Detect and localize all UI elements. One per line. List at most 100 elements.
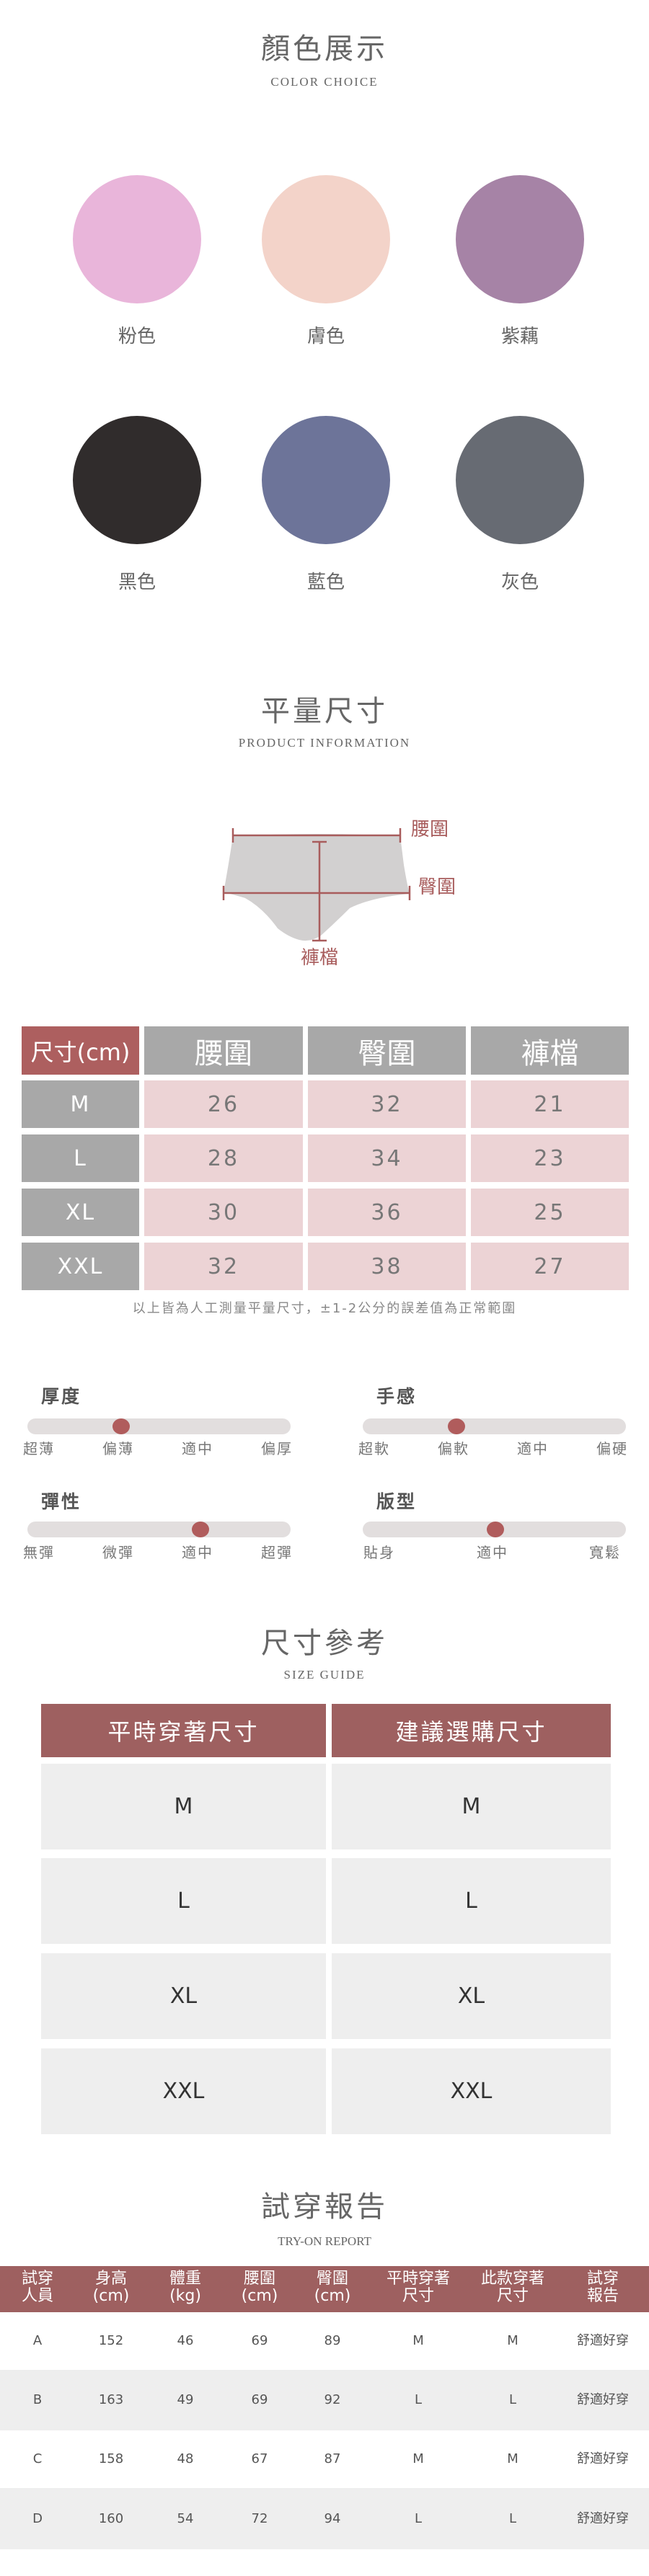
color-subtitle: COLOR CHOICE [270,75,379,89]
tryon-cell: D [32,2510,43,2526]
tryon-cell: 49 [177,2392,194,2407]
feature-scale-track [27,1522,291,1537]
tryon-header-line: 臀圍 [316,2270,348,2288]
tryon-cell: 48 [177,2451,194,2466]
feature-scale-marker [112,1418,130,1434]
feature-scale-marker [192,1522,209,1537]
tryon-cell: 46 [177,2333,194,2348]
feature-scale-label: 寬鬆 [589,1544,621,1561]
tryon-cell: 158 [98,2451,124,2466]
product-info-title: 平量尺寸 [261,695,388,728]
feature-scale-label: 貼身 [363,1544,395,1561]
feature-scale-label: 超軟 [358,1440,390,1457]
tryon-cell: M [412,2451,424,2466]
feature-scale-label: 超薄 [23,1440,55,1457]
tryon-cell: 舒適好穿 [577,2392,629,2407]
color-title: 顏色展示 [261,32,388,66]
feature-scale-label: 偏薄 [102,1440,134,1457]
tryon-cell: 87 [324,2451,341,2466]
table-corner-header: 尺寸(cm) [22,1026,139,1075]
feature-scale-label: 無彈 [23,1544,55,1561]
table-cell: 32 [144,1243,303,1290]
table-cell: 28 [144,1134,303,1182]
color-swatch-label: 膚色 [306,326,345,347]
feature-name: 版型 [376,1491,418,1512]
feature-name: 彈性 [41,1491,82,1512]
tryon-cell: 160 [98,2510,124,2526]
size-guide-cell: L [41,1858,326,1944]
tryon-header-line: 試穿 [21,2270,53,2288]
table-column-header: 臀圍 [308,1026,466,1075]
size-guide-cell: XXL [41,2048,326,2134]
waist-label: 腰圍 [411,819,449,840]
tryon-cell: 69 [251,2333,268,2348]
tryon-cell: 89 [324,2333,341,2348]
table-column-header: 腰圍 [144,1026,303,1075]
table-cell: 32 [308,1080,466,1128]
color-swatch [262,175,390,303]
tryon-row [0,2488,649,2549]
table-cell: 21 [471,1080,629,1128]
tryon-column-header: 此款穿著 尺寸 [473,2270,552,2305]
tryon-cell: 94 [324,2510,341,2526]
tryon-header-line: 試穿 [586,2270,619,2288]
feature-scale-label: 偏軟 [438,1440,469,1457]
tryon-cell: M [507,2451,518,2466]
tryon-header-line: 身高 [94,2270,127,2288]
tryon-cell: L [414,2392,423,2407]
size-guide-cell: M [332,1764,611,1849]
feature-scale-label: 適中 [477,1544,508,1561]
size-guide-cell: XL [332,1953,611,2039]
tryon-cell: L [508,2392,517,2407]
tryon-cell: 92 [324,2392,341,2407]
tryon-cell: A [32,2333,43,2348]
measurement-diagram [222,828,411,942]
tryon-cell: 163 [98,2392,124,2407]
tryon-header-line: 人員 [21,2287,53,2305]
tryon-cell: C [32,2451,43,2466]
feature-scale-label: 偏硬 [596,1440,628,1457]
feature-name: 手感 [376,1386,418,1407]
table-cell: 27 [471,1243,629,1290]
tryon-header-line: 體重 [169,2270,201,2288]
product-info-subtitle: PRODUCT INFORMATION [238,736,411,750]
table-cell: 34 [308,1134,466,1182]
size-guide-header: 平時穿著尺寸 [41,1704,326,1757]
tryon-header-line: 腰圍 [243,2270,275,2288]
color-swatch-label: 紫藕 [500,326,539,347]
tryon-cell: B [32,2392,43,2407]
size-guide-header: 建議選購尺寸 [332,1704,611,1757]
feature-scale-track [27,1418,291,1434]
tryon-column-header: 試穿 報告 [563,2270,643,2305]
tryon-header-band [0,2266,649,2312]
tryon-row [0,2312,649,2370]
color-swatch-label: 黑色 [118,572,156,593]
rise-label: 褲檔 [301,947,339,969]
tryon-column-header: 試穿 人員 [0,2270,77,2305]
measurement-note: 以上皆為人工測量平量尺寸，±1-2公分的誤差值為正常範圍 [132,1301,517,1316]
color-swatch [456,416,584,544]
tryon-header-line: 尺寸 [496,2287,529,2305]
table-row-size: L [22,1134,139,1182]
tryon-header-line: (cm) [241,2287,278,2305]
tryon-header-line: (cm) [92,2287,130,2305]
feature-scale-label: 微彈 [102,1544,134,1561]
color-swatch [73,416,201,544]
tryon-header-line: 此款穿著 [480,2270,544,2288]
table-cell: 26 [144,1080,303,1128]
tryon-header-line: 尺寸 [402,2287,434,2305]
tryon-header-line: 平時穿著 [386,2270,450,2288]
feature-scale-label: 偏厚 [261,1440,293,1457]
briefs-shape [224,834,410,941]
tryon-cell: 67 [251,2451,268,2466]
tryon-column-header: 身高 (cm) [71,2270,151,2305]
table-cell: 38 [308,1243,466,1290]
feature-scale-marker [487,1522,504,1537]
tryon-subtitle: TRY-ON REPORT [278,2234,371,2248]
tryon-cell: M [507,2333,518,2348]
tryon-header-line: (kg) [169,2287,201,2305]
size-guide-cell: XL [41,1953,326,2039]
tryon-cell: 152 [98,2333,124,2348]
color-swatch [456,175,584,303]
color-swatch [73,175,201,303]
